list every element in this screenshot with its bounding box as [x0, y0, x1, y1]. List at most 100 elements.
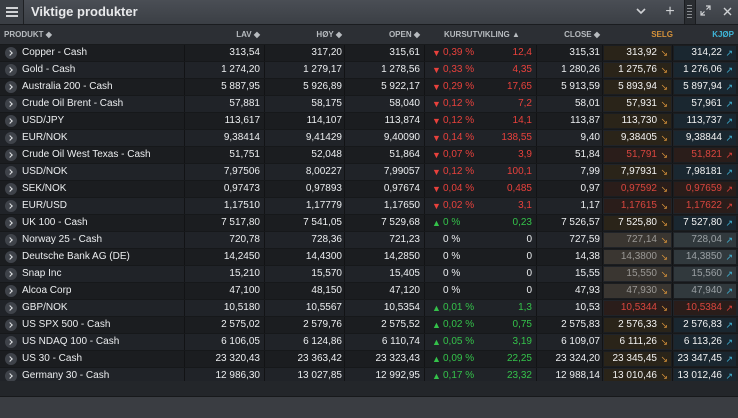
sell-price-button[interactable]: 5 893,94 ↘ — [604, 80, 671, 94]
table-row[interactable]: Snap Inc 15,210 15,570 15,405 15,55 0 % 0 15,55… — [0, 266, 738, 283]
sell-price-button[interactable]: 14,3800 ↘ — [604, 250, 671, 264]
buy-price-button[interactable]: 113,737 ↗ — [674, 114, 736, 128]
buy-price-button[interactable]: 1,17622 ↗ — [674, 199, 736, 213]
chevron-right-icon[interactable] — [5, 285, 17, 297]
sell-price-button[interactable]: 7 525,80 ↘ — [604, 216, 671, 230]
chevron-right-icon[interactable] — [5, 47, 17, 59]
sell-price-button[interactable]: 2 576,33 ↘ — [604, 318, 671, 332]
buy-price-button[interactable]: 0,97659 ↗ — [674, 182, 736, 196]
product-name[interactable]: USD/JPY — [22, 115, 65, 126]
buy-price-button[interactable]: 47,940 ↗ — [674, 284, 736, 298]
chevron-right-icon[interactable] — [5, 200, 17, 212]
product-name[interactable]: US SPX 500 - Cash — [22, 319, 111, 330]
table-row[interactable]: EUR/NOK 9,38414 9,41429 9,40090 9,40 ▼ 0,14 % 1… — [0, 130, 738, 147]
sell-price-button[interactable]: 7,97931 ↘ — [604, 165, 671, 179]
product-name[interactable]: US 30 - Cash — [22, 353, 83, 364]
buy-price-button[interactable]: 10,5384 ↗ — [674, 301, 736, 315]
buy-price-button[interactable]: 15,560 ↗ — [674, 267, 736, 281]
col-header-selg[interactable]: SELG — [651, 30, 673, 39]
sell-price-button[interactable]: 6 111,26 ↘ — [604, 335, 671, 349]
buy-price-button[interactable]: 7 527,80 ↗ — [674, 216, 736, 230]
table-row[interactable]: Gold - Cash 1 274,20 1 279,17 1 278,56 1 280… — [0, 62, 738, 79]
expand-icon[interactable] — [694, 0, 716, 24]
buy-price-button[interactable]: 6 113,26 ↗ — [674, 335, 736, 349]
drag-handle-icon[interactable] — [684, 0, 696, 24]
buy-price-button[interactable]: 1 276,06 ↗ — [674, 63, 736, 77]
buy-price-button[interactable]: 51,821 ↗ — [674, 148, 736, 162]
product-name[interactable]: Copper - Cash — [22, 47, 88, 58]
product-name[interactable]: Gold - Cash — [22, 64, 76, 75]
sell-price-button[interactable]: 51,791 ↘ — [604, 148, 671, 162]
chevron-right-icon[interactable] — [5, 149, 17, 161]
col-header-hoy[interactable]: HØY ◆ — [316, 30, 342, 39]
sell-price-button[interactable]: 313,92 ↘ — [604, 46, 671, 60]
sell-price-button[interactable]: 10,5344 ↘ — [604, 301, 671, 315]
buy-price-button[interactable]: 57,961 ↗ — [674, 97, 736, 111]
product-name[interactable]: Crude Oil Brent - Cash — [22, 98, 124, 109]
sell-price-button[interactable]: 1 275,76 ↘ — [604, 63, 671, 77]
product-name[interactable]: Crude Oil West Texas - Cash — [22, 149, 151, 160]
buy-price-button[interactable]: 5 897,94 ↗ — [674, 80, 736, 94]
chevron-right-icon[interactable] — [5, 234, 17, 246]
sell-price-button[interactable]: 0,97592 ↘ — [604, 182, 671, 196]
table-row[interactable]: USD/NOK 7,97506 8,00227 7,99057 7,99 ▼ 0,12 % 1… — [0, 164, 738, 181]
table-row[interactable]: UK 100 - Cash 7 517,80 7 541,05 7 529,68 7 5… — [0, 215, 738, 232]
product-name[interactable]: EUR/USD — [22, 200, 68, 211]
col-header-kursutvikling[interactable]: KURSUTVIKLING ▲ — [444, 30, 520, 39]
table-row[interactable]: US SPX 500 - Cash 2 575,02 2 579,76 2 575,5… — [0, 317, 738, 334]
chevron-right-icon[interactable] — [5, 370, 17, 382]
product-name[interactable]: Australia 200 - Cash — [22, 81, 113, 92]
table-row[interactable]: Australia 200 - Cash 5 887,95 5 926,89 5 92… — [0, 79, 738, 96]
chevron-right-icon[interactable] — [5, 336, 17, 348]
chevron-right-icon[interactable] — [5, 115, 17, 127]
chevron-right-icon[interactable] — [5, 98, 17, 110]
col-header-produkt[interactable]: PRODUKT ◆ — [4, 30, 52, 39]
chevron-right-icon[interactable] — [5, 64, 17, 76]
buy-price-button[interactable]: 9,38844 ↗ — [674, 131, 736, 145]
chevron-right-icon[interactable] — [5, 81, 17, 93]
table-row[interactable]: SEK/NOK 0,97473 0,97893 0,97674 0,97 ▼ 0,04 % 0… — [0, 181, 738, 198]
buy-price-button[interactable]: 7,98181 ↗ — [674, 165, 736, 179]
chevron-down-icon[interactable] — [630, 0, 652, 24]
sell-price-button[interactable]: 23 345,45 ↘ — [604, 352, 671, 366]
table-row[interactable]: Crude Oil West Texas - Cash 51,751 52,048 5… — [0, 147, 738, 164]
chevron-right-icon[interactable] — [5, 302, 17, 314]
buy-price-button[interactable]: 314,22 ↗ — [674, 46, 736, 60]
chevron-right-icon[interactable] — [5, 166, 17, 178]
product-name[interactable]: Germany 30 - Cash — [22, 370, 110, 381]
product-name[interactable]: SEK/NOK — [22, 183, 67, 194]
product-name[interactable]: Norway 25 - Cash — [22, 234, 103, 245]
sell-price-button[interactable]: 9,38405 ↘ — [604, 131, 671, 145]
table-row[interactable]: Alcoa Corp 47,100 48,150 47,120 47,93 0 % 0 47,… — [0, 283, 738, 300]
table-row[interactable]: Copper - Cash 313,54 317,20 315,61 315,31 ▼ 0,… — [0, 45, 738, 62]
table-row[interactable]: Deutsche Bank AG (DE) 14,2450 14,4300 14,28… — [0, 249, 738, 266]
buy-price-button[interactable]: 14,3850 ↗ — [674, 250, 736, 264]
col-header-close[interactable]: CLOSE ◆ — [564, 30, 600, 39]
col-header-kjop[interactable]: KJØP — [712, 30, 734, 39]
product-name[interactable]: USD/NOK — [22, 166, 68, 177]
close-icon[interactable] — [716, 0, 738, 24]
product-name[interactable]: GBP/NOK — [22, 302, 68, 313]
buy-price-button[interactable]: 728,04 ↗ — [674, 233, 736, 247]
sell-price-button[interactable]: 15,550 ↘ — [604, 267, 671, 281]
product-name[interactable]: Alcoa Corp — [22, 285, 72, 296]
product-name[interactable]: UK 100 - Cash — [22, 217, 88, 228]
table-row[interactable]: GBP/NOK 10,5180 10,5567 10,5354 10,53 ▲ 0,01 %… — [0, 300, 738, 317]
table-row[interactable]: US NDAQ 100 - Cash 6 106,05 6 124,86 6 110,… — [0, 334, 738, 351]
chevron-right-icon[interactable] — [5, 353, 17, 365]
sell-price-button[interactable]: 1,17615 ↘ — [604, 199, 671, 213]
table-row[interactable]: Germany 30 - Cash 12 986,30 13 027,85 12 99… — [0, 368, 738, 385]
table-row[interactable]: Crude Oil Brent - Cash 57,881 58,175 58,040… — [0, 96, 738, 113]
product-name[interactable]: Deutsche Bank AG (DE) — [22, 251, 130, 262]
hamburger-menu-icon[interactable] — [0, 0, 24, 24]
table-row[interactable]: EUR/USD 1,17510 1,17779 1,17650 1,17 ▼ 0,02 % 3… — [0, 198, 738, 215]
sell-price-button[interactable]: 113,730 ↘ — [604, 114, 671, 128]
chevron-right-icon[interactable] — [5, 319, 17, 331]
chevron-right-icon[interactable] — [5, 217, 17, 229]
product-name[interactable]: US NDAQ 100 - Cash — [22, 336, 120, 347]
buy-price-button[interactable]: 23 347,45 ↗ — [674, 352, 736, 366]
table-row[interactable]: US 30 - Cash 23 320,43 23 363,42 23 323,43 2… — [0, 351, 738, 368]
chevron-right-icon[interactable] — [5, 268, 17, 280]
sell-price-button[interactable]: 47,930 ↘ — [604, 284, 671, 298]
sell-price-button[interactable]: 13 010,46 ↘ — [604, 369, 671, 383]
